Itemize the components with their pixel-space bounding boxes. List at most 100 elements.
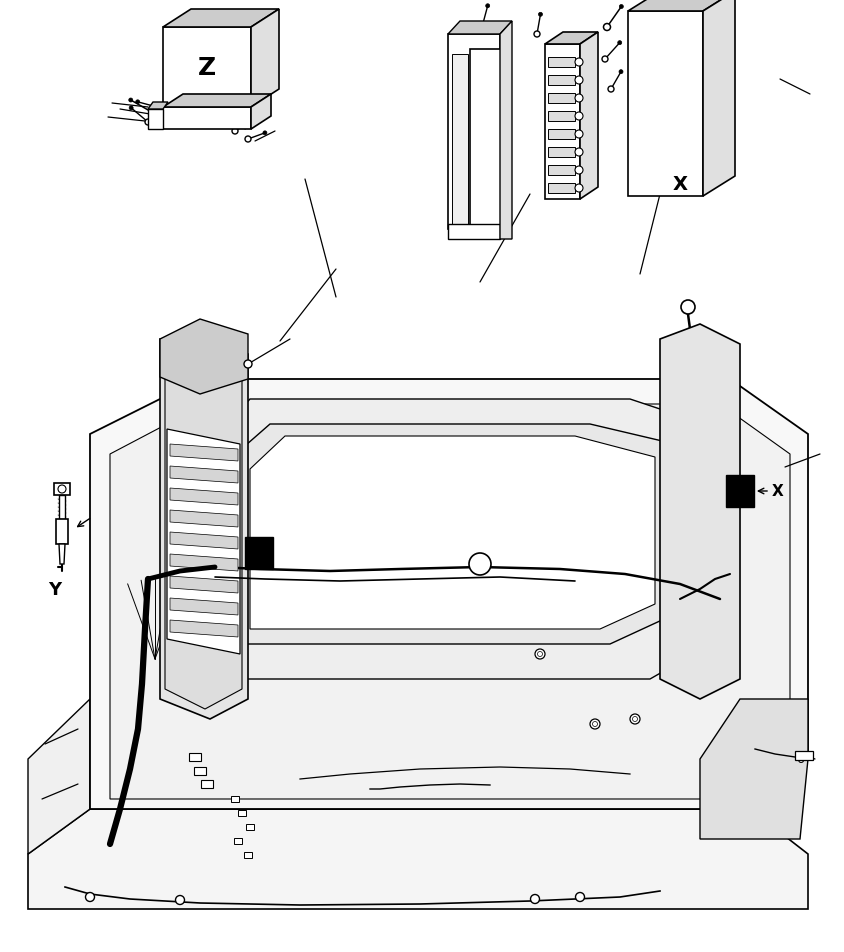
- Bar: [189, 753, 201, 762]
- Circle shape: [129, 107, 133, 110]
- Circle shape: [176, 896, 184, 904]
- Circle shape: [603, 25, 609, 31]
- Polygon shape: [230, 425, 674, 645]
- Circle shape: [145, 120, 151, 126]
- Circle shape: [632, 717, 636, 722]
- Polygon shape: [627, 12, 702, 197]
- Polygon shape: [170, 532, 238, 549]
- Bar: [246, 824, 254, 830]
- Polygon shape: [170, 466, 238, 484]
- Bar: [725, 475, 753, 507]
- Circle shape: [232, 129, 238, 135]
- Polygon shape: [452, 55, 468, 225]
- Polygon shape: [579, 33, 598, 200]
- Polygon shape: [702, 0, 734, 197]
- Circle shape: [574, 59, 582, 67]
- Circle shape: [592, 722, 597, 726]
- Bar: [234, 838, 241, 844]
- Polygon shape: [90, 380, 807, 809]
- Circle shape: [619, 6, 623, 10]
- Circle shape: [574, 167, 582, 175]
- Polygon shape: [163, 10, 279, 28]
- Circle shape: [537, 652, 542, 657]
- Polygon shape: [54, 484, 70, 495]
- Polygon shape: [548, 184, 574, 194]
- Polygon shape: [170, 576, 238, 593]
- Bar: [245, 538, 273, 569]
- Circle shape: [128, 99, 133, 103]
- Polygon shape: [200, 400, 719, 680]
- Bar: [794, 751, 812, 761]
- Circle shape: [478, 25, 485, 31]
- Polygon shape: [627, 0, 734, 12]
- Circle shape: [619, 70, 622, 74]
- Circle shape: [601, 57, 608, 63]
- Polygon shape: [56, 520, 68, 545]
- Bar: [238, 810, 246, 816]
- Polygon shape: [59, 495, 65, 520]
- Polygon shape: [699, 700, 807, 839]
- Polygon shape: [167, 429, 240, 654]
- Circle shape: [244, 361, 252, 368]
- Polygon shape: [251, 10, 279, 108]
- Circle shape: [58, 486, 66, 493]
- Polygon shape: [548, 76, 574, 86]
- Circle shape: [589, 720, 599, 729]
- Circle shape: [245, 137, 251, 143]
- Polygon shape: [163, 28, 251, 108]
- Polygon shape: [251, 95, 271, 129]
- Circle shape: [85, 893, 95, 902]
- Text: X: X: [672, 175, 687, 194]
- Polygon shape: [110, 405, 789, 799]
- Text: Y: Y: [184, 570, 195, 585]
- Circle shape: [574, 130, 582, 139]
- Circle shape: [575, 893, 584, 902]
- Text: 6: 6: [795, 753, 803, 765]
- Circle shape: [538, 13, 542, 17]
- Polygon shape: [659, 325, 739, 700]
- Text: Z: Z: [197, 56, 216, 80]
- Bar: [230, 796, 239, 803]
- Circle shape: [530, 895, 538, 903]
- Polygon shape: [170, 621, 238, 637]
- Circle shape: [151, 110, 159, 119]
- Polygon shape: [548, 112, 574, 122]
- Text: X: X: [771, 484, 783, 499]
- Circle shape: [574, 113, 582, 121]
- Polygon shape: [548, 58, 574, 68]
- Polygon shape: [548, 94, 574, 104]
- Circle shape: [680, 301, 694, 315]
- Circle shape: [574, 95, 582, 103]
- Polygon shape: [548, 148, 574, 158]
- Circle shape: [485, 5, 490, 9]
- Circle shape: [617, 42, 621, 46]
- Polygon shape: [170, 510, 238, 527]
- Polygon shape: [544, 45, 579, 200]
- Text: Y: Y: [48, 581, 62, 599]
- Polygon shape: [148, 103, 168, 109]
- Circle shape: [468, 553, 490, 575]
- Polygon shape: [170, 445, 238, 462]
- Polygon shape: [548, 166, 574, 176]
- Polygon shape: [447, 35, 500, 229]
- Polygon shape: [160, 320, 247, 394]
- Circle shape: [534, 649, 544, 660]
- Circle shape: [574, 149, 582, 157]
- Circle shape: [574, 77, 582, 85]
- Polygon shape: [165, 342, 241, 709]
- Circle shape: [608, 87, 614, 93]
- Circle shape: [154, 105, 160, 110]
- Bar: [201, 781, 213, 788]
- Circle shape: [262, 131, 267, 136]
- Polygon shape: [447, 22, 511, 35]
- Polygon shape: [160, 335, 247, 720]
- Circle shape: [630, 714, 639, 724]
- Polygon shape: [170, 599, 238, 615]
- Polygon shape: [544, 33, 598, 45]
- Polygon shape: [447, 225, 500, 240]
- Polygon shape: [163, 95, 271, 108]
- Circle shape: [250, 120, 254, 124]
- Text: Z: Z: [214, 545, 225, 561]
- Polygon shape: [163, 108, 251, 129]
- Polygon shape: [548, 129, 574, 140]
